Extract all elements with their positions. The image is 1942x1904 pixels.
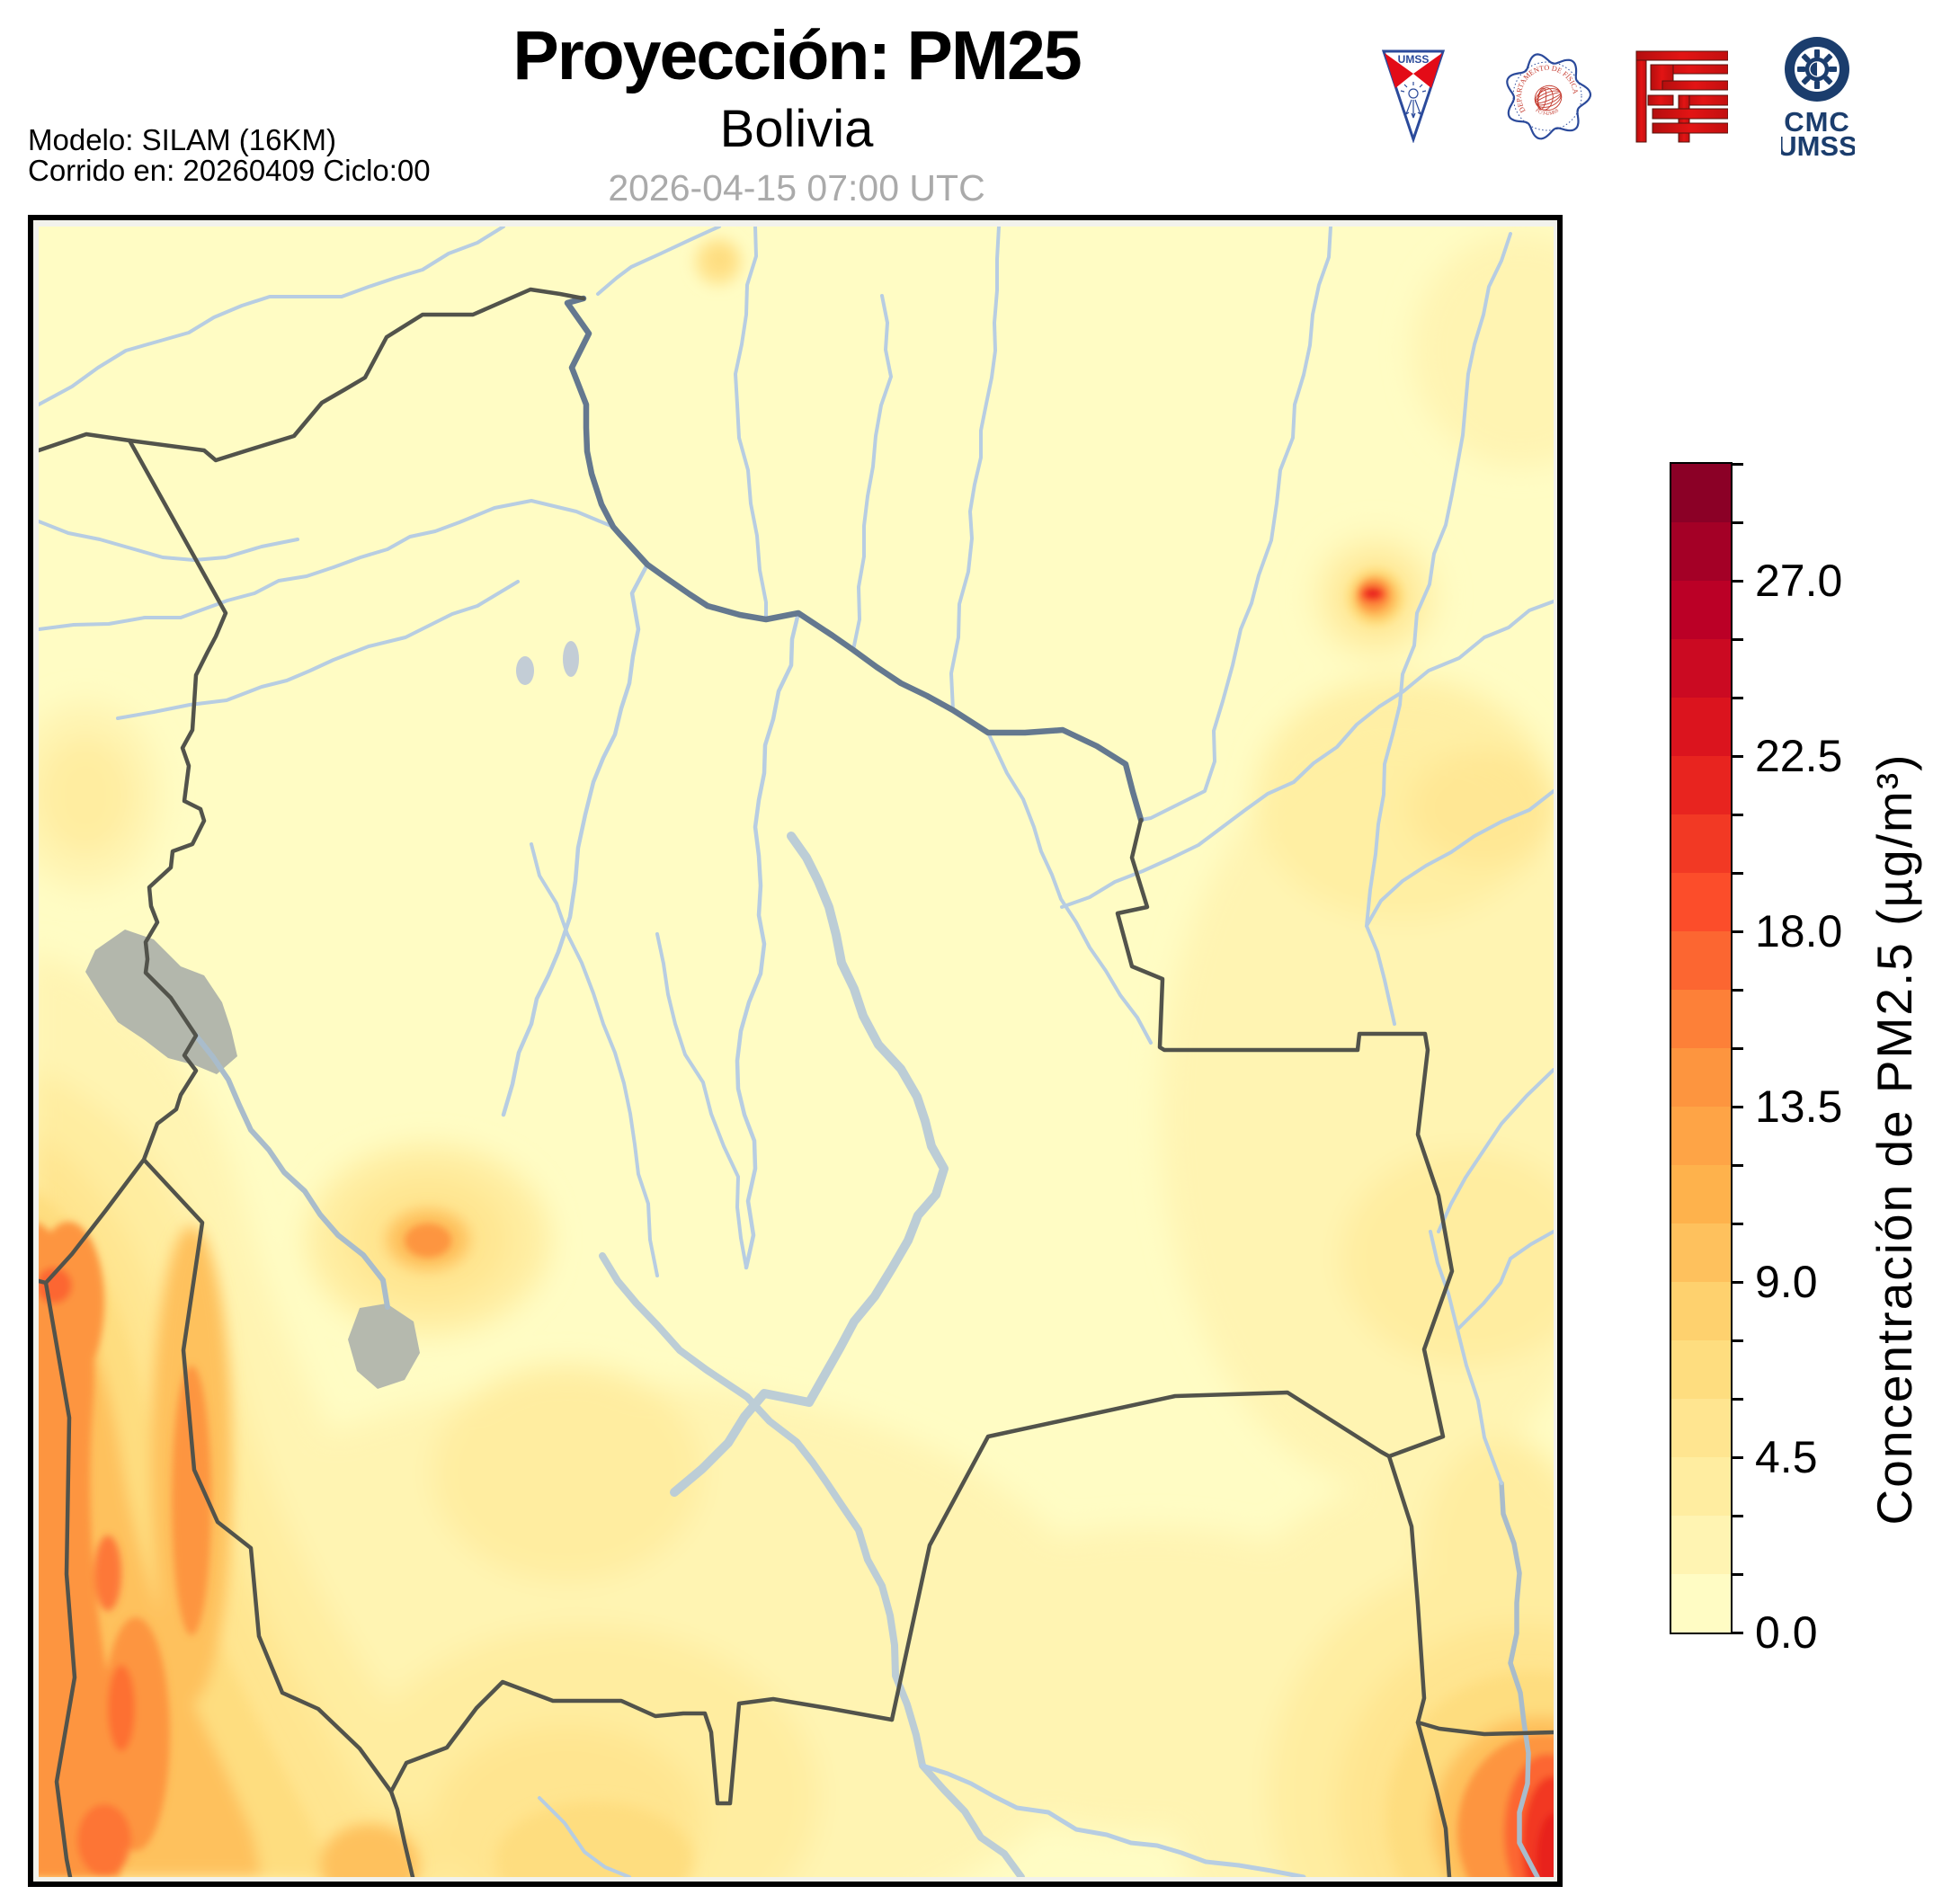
svg-text:FC/T-UMSS: FC/T-UMSS (1535, 108, 1560, 117)
svg-text:CMC: CMC (1784, 106, 1850, 138)
svg-text:UMSS: UMSS (1781, 130, 1855, 157)
svg-text:UMSS: UMSS (1398, 53, 1430, 66)
